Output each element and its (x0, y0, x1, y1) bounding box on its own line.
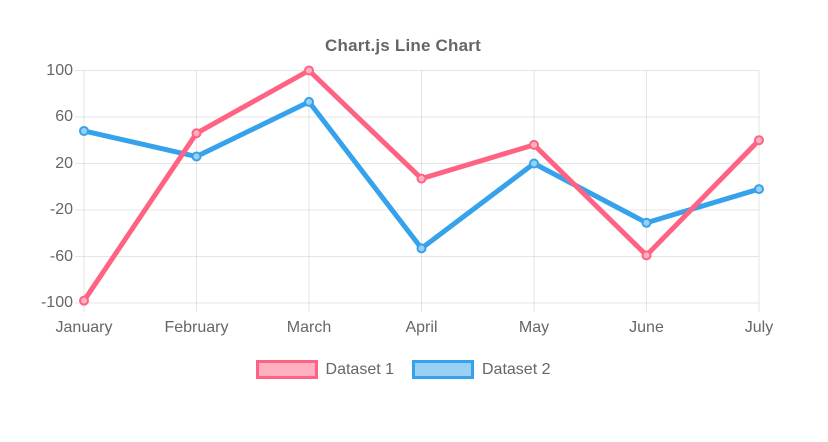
dataset-1-point-june[interactable] (641, 250, 652, 261)
y-tick-label-60: 60 (55, 108, 73, 125)
x-tick-label-february: February (164, 319, 229, 336)
y-tick-label--100: -100 (40, 294, 73, 311)
dataset-2-point-may[interactable] (529, 158, 539, 169)
dataset-1-point-july[interactable] (754, 135, 764, 146)
legend-item-dataset-1[interactable]: Dataset 1 (255, 360, 394, 379)
x-tick-label-june: June (629, 319, 664, 336)
chart-legend: Dataset 1 Dataset 2 (0, 360, 806, 379)
x-tick-label-january: January (55, 319, 113, 336)
x-tick-label-march: March (286, 319, 332, 336)
chart-title: Chart.js Line Chart (325, 36, 481, 55)
y-tick-label--60: -60 (49, 247, 73, 265)
y-tick-label--20: -20 (49, 201, 73, 218)
dataset-2-point-january[interactable] (79, 125, 89, 136)
x-tick-label-july: July (744, 319, 774, 336)
legend-swatch-icon (255, 360, 318, 379)
dataset-2-point-march[interactable] (304, 96, 314, 107)
legend-label: Dataset 2 (482, 360, 551, 378)
x-tick-label-april: April (405, 319, 438, 336)
dataset-2-point-july[interactable] (754, 184, 764, 195)
dataset-1-point-may[interactable] (529, 139, 539, 150)
y-tick-label-100: 100 (46, 61, 73, 79)
legend-item-dataset-2[interactable]: Dataset 2 (412, 360, 550, 379)
dataset-2-point-april[interactable] (416, 243, 427, 254)
legend-swatch-icon (412, 360, 474, 379)
legend-label: Dataset 1 (325, 360, 394, 378)
dataset-2-point-june[interactable] (641, 217, 652, 228)
dataset-1-point-march[interactable] (304, 65, 314, 76)
y-tick-label-20: 20 (55, 154, 73, 172)
dataset-1-point-april[interactable] (416, 173, 427, 184)
dataset-1-point-february[interactable] (191, 128, 202, 139)
x-tick-label-may: May (518, 319, 550, 336)
dataset-2-point-february[interactable] (191, 151, 202, 162)
dataset-1-point-january[interactable] (79, 295, 89, 306)
